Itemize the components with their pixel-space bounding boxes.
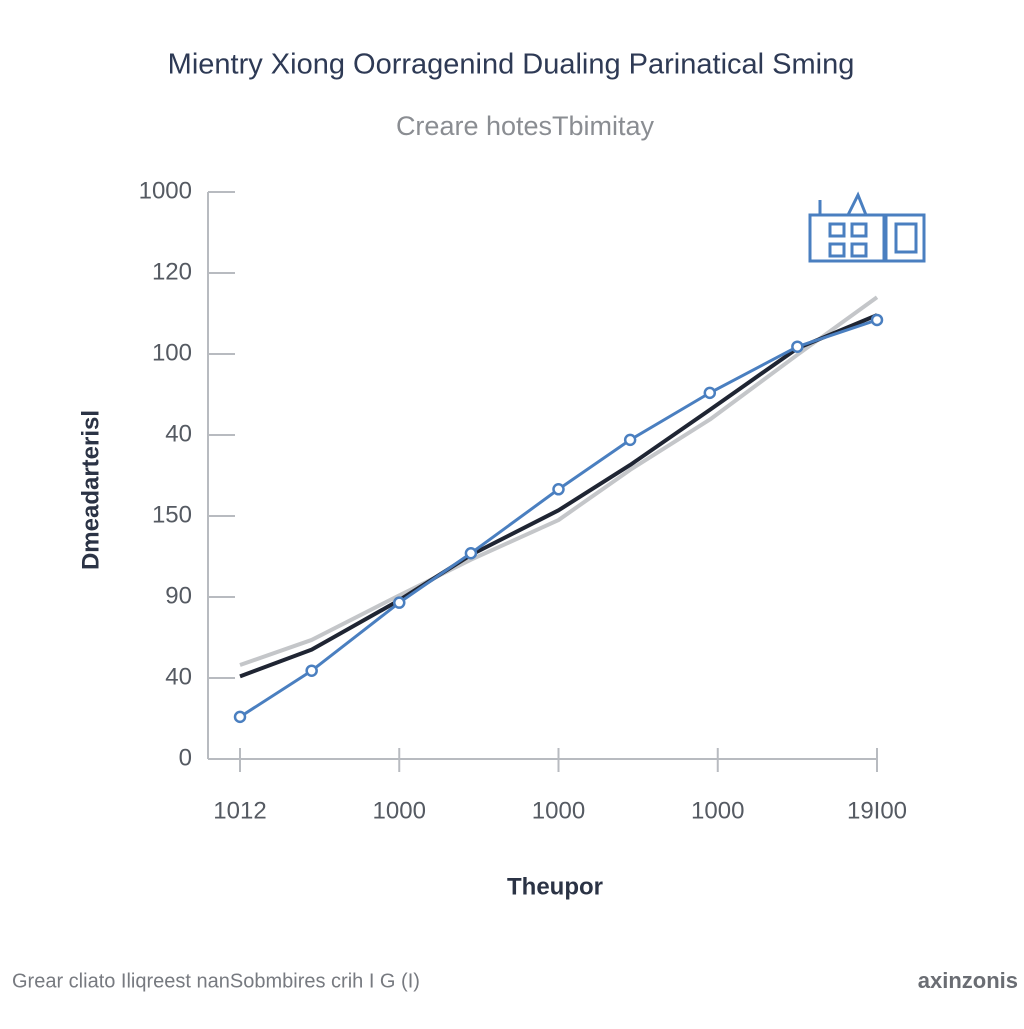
- series-marker: [393, 596, 406, 609]
- brand: axinzonis: [918, 968, 1018, 993]
- series-marker: [791, 340, 804, 353]
- chart-subtitle: Creare hotesTbimitay: [396, 111, 655, 141]
- y-tick-label: 120: [152, 258, 192, 285]
- x-tick-label: 1000: [373, 797, 426, 824]
- series-line: [239, 313, 878, 679]
- y-tick-label: 100: [152, 339, 192, 366]
- y-tick-label: 40: [165, 420, 192, 447]
- x-tick-label: 19I00: [847, 797, 907, 824]
- y-axis-label: Dmeadarterisl: [77, 410, 104, 570]
- series-line: [239, 295, 879, 667]
- y-tick-label: 150: [152, 501, 192, 528]
- x-tick-label: 1012: [213, 797, 266, 824]
- series-marker: [464, 547, 478, 560]
- series-marker: [552, 483, 565, 496]
- series-marker: [703, 386, 717, 400]
- y-tick-label: 0: [179, 744, 192, 771]
- series-marker: [870, 313, 884, 327]
- building-icon: [808, 191, 926, 263]
- y-tick-label: 40: [165, 663, 192, 690]
- series-marker: [305, 664, 318, 677]
- x-axis-label: Theupor: [507, 873, 603, 900]
- footnote: Grear cliato Iliqreest nanSobmbires crih…: [12, 970, 420, 992]
- x-tick-label: 1000: [532, 797, 585, 824]
- chart-title: Mientry Xiong Oorragenind Dualing Parina…: [168, 49, 855, 81]
- x-tick-label: 1000: [691, 797, 744, 824]
- series-marker: [233, 710, 247, 724]
- series-marker: [623, 433, 637, 447]
- y-tick-label: 90: [165, 582, 192, 609]
- y-tick-label: 1000: [139, 177, 192, 204]
